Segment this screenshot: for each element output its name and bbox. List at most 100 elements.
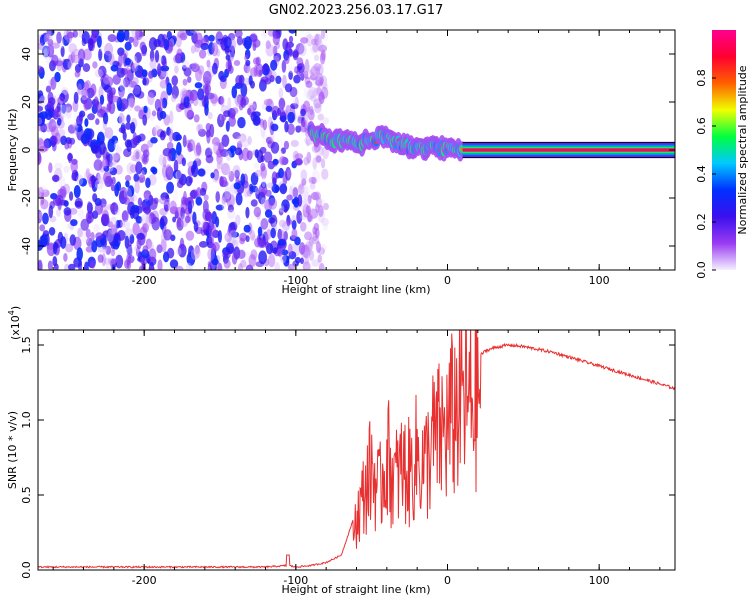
heatmap-cell bbox=[189, 92, 195, 104]
heatmap-cell bbox=[64, 142, 70, 150]
heatmap-cell bbox=[263, 62, 269, 73]
heatmap-cell bbox=[181, 60, 190, 69]
heatmap-cell bbox=[186, 251, 196, 266]
heatmap-cell bbox=[290, 102, 299, 110]
heatmap-cell bbox=[310, 66, 318, 76]
heatmap-cell bbox=[227, 204, 234, 213]
heatmap-cell bbox=[306, 89, 315, 100]
colorbar-tick-label: 0.8 bbox=[695, 69, 708, 87]
heatmap-cell bbox=[124, 228, 134, 237]
spectrogram-ylabel: Frequency (Hz) bbox=[6, 109, 19, 192]
heatmap-cell bbox=[113, 140, 120, 151]
heatmap-cell bbox=[310, 65, 318, 78]
heatmap-cell bbox=[52, 241, 58, 255]
heatmap-cell bbox=[108, 52, 115, 66]
heatmap-cell bbox=[97, 254, 104, 263]
heatmap-cell bbox=[293, 112, 302, 127]
heatmap-cell bbox=[312, 42, 319, 53]
heatmap-cell bbox=[93, 96, 99, 110]
heatmap-cell bbox=[175, 170, 182, 179]
heatmap-cell bbox=[215, 191, 221, 203]
heatmap-cell bbox=[234, 30, 243, 38]
heatmap-cell bbox=[283, 204, 288, 213]
heatmap-cell bbox=[117, 47, 125, 56]
heatmap-cell bbox=[149, 49, 155, 62]
heatmap-cell bbox=[195, 68, 203, 82]
heatmap-cell bbox=[240, 259, 247, 268]
heatmap-cell bbox=[64, 103, 73, 113]
heatmap-cell bbox=[160, 238, 167, 253]
heatmap-cell bbox=[149, 57, 157, 70]
heatmap-cell bbox=[182, 134, 187, 148]
heatmap-cell bbox=[198, 128, 207, 137]
heatmap-cell bbox=[105, 245, 112, 255]
heatmap-cell bbox=[193, 221, 199, 232]
heatmap-cell bbox=[152, 127, 157, 137]
heatmap-cell bbox=[91, 174, 96, 189]
heatmap-cell bbox=[313, 54, 320, 62]
heatmap-cell bbox=[38, 209, 43, 224]
heatmap-cell bbox=[98, 140, 106, 155]
heatmap-cell bbox=[271, 171, 278, 184]
heatmap-cell bbox=[287, 243, 293, 256]
heatmap-cell bbox=[87, 113, 95, 121]
heatmap-cell bbox=[184, 215, 191, 224]
heatmap-cell bbox=[142, 149, 150, 158]
heatmap-cell bbox=[206, 130, 211, 144]
heatmap-cell bbox=[322, 219, 329, 231]
heatmap-cell bbox=[198, 49, 207, 59]
heatmap-cell bbox=[300, 108, 306, 117]
heatmap-cell bbox=[301, 185, 309, 199]
heatmap-cell bbox=[128, 36, 134, 43]
heatmap-cell bbox=[193, 114, 200, 123]
heatmap-cell bbox=[142, 223, 149, 233]
heatmap-cell bbox=[71, 172, 77, 181]
heatmap-cell bbox=[60, 236, 67, 249]
heatmap-cell bbox=[217, 262, 223, 270]
heatmap-cell bbox=[119, 78, 126, 93]
heatmap-cell bbox=[120, 98, 129, 110]
heatmap-cell bbox=[248, 254, 257, 268]
heatmap-cell bbox=[292, 260, 299, 267]
heatmap-cell bbox=[223, 36, 232, 49]
heatmap-cell bbox=[132, 76, 139, 86]
heatmap-cell bbox=[195, 142, 202, 156]
heatmap-cell bbox=[240, 96, 247, 109]
heatmap-cell bbox=[166, 181, 175, 194]
heatmap-cell bbox=[250, 172, 259, 186]
heatmap-cell bbox=[84, 118, 89, 127]
heatmap-cell bbox=[80, 89, 89, 101]
heatmap-cell bbox=[110, 224, 118, 237]
heatmap-cell bbox=[311, 176, 317, 185]
heatmap-cell bbox=[169, 259, 179, 269]
heatmap-cell bbox=[292, 187, 299, 199]
heatmap-cell bbox=[317, 254, 323, 263]
heatmap-cell bbox=[280, 249, 289, 256]
heatmap-cell bbox=[252, 115, 261, 126]
heatmap-cell bbox=[300, 37, 309, 44]
heatmap-cell bbox=[291, 228, 298, 240]
heatmap-cell bbox=[126, 114, 131, 123]
heatmap-cell bbox=[224, 232, 232, 243]
heatmap-cell bbox=[141, 167, 148, 175]
heatmap-cell bbox=[240, 173, 246, 187]
heatmap-cell bbox=[163, 229, 172, 241]
heatmap-cell bbox=[266, 182, 274, 189]
heatmap-cell bbox=[133, 56, 138, 69]
heatmap-cell bbox=[182, 78, 188, 86]
heatmap-cell bbox=[173, 159, 179, 174]
heatmap-cell bbox=[286, 218, 293, 225]
heatmap-cell bbox=[236, 135, 245, 144]
heatmap-cell bbox=[319, 146, 324, 156]
heatmap-cell bbox=[107, 221, 114, 228]
heatmap-cell bbox=[58, 175, 66, 190]
heatmap-cell bbox=[127, 83, 132, 94]
heatmap-cell bbox=[294, 96, 299, 110]
spectrogram-ytick-label: 40 bbox=[20, 47, 33, 61]
heatmap-cell bbox=[288, 30, 297, 34]
heatmap-cell bbox=[174, 65, 179, 74]
heatmap-cell bbox=[262, 119, 268, 131]
heatmap-cell bbox=[301, 178, 307, 186]
heatmap-cell bbox=[222, 251, 231, 259]
